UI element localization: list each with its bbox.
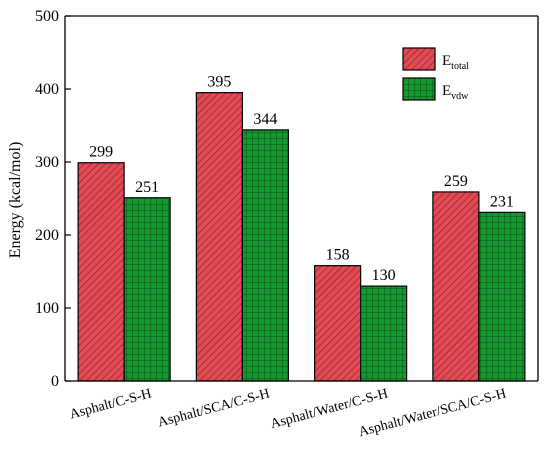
data-label: 158 — [326, 247, 350, 264]
y-tick-label: 300 — [35, 154, 59, 171]
y-tick-label: 400 — [35, 81, 59, 98]
bar-e-vdw — [241, 129, 289, 382]
bar-e-vdw — [360, 285, 408, 382]
bar-e-vdw — [123, 197, 171, 382]
y-tick-label: 200 — [35, 227, 59, 244]
bar-e-vdw — [478, 211, 526, 382]
legend-swatch — [402, 77, 436, 101]
data-label: 231 — [490, 193, 514, 210]
legend-label: Evdw — [442, 83, 469, 102]
bar-e-total — [77, 162, 125, 382]
legend-swatch — [402, 47, 436, 71]
y-tick-label: 500 — [35, 8, 59, 25]
data-label: 344 — [253, 111, 277, 128]
x-tick-label: Asphalt/SCA/C-S-H — [156, 386, 271, 430]
legend: Etotal Evdw — [402, 47, 469, 102]
y-axis-title: Energy (kcal/mol) — [7, 142, 24, 259]
y-tick-label: 0 — [51, 373, 59, 390]
data-label: 251 — [135, 179, 159, 196]
bar-e-total — [432, 191, 480, 382]
legend-label: Etotal — [442, 53, 469, 72]
data-label: 130 — [372, 267, 396, 284]
y-tick-label: 100 — [35, 300, 59, 317]
plot-area: 0 100 200 300 400 500 299 251 Asphalt/C-S-H 395 34… — [35, 8, 539, 440]
data-label: 395 — [207, 74, 231, 91]
bar-e-total — [314, 265, 362, 382]
bar-e-total — [195, 92, 243, 382]
data-label: 259 — [444, 173, 468, 190]
data-label: 299 — [89, 144, 113, 161]
x-tick-label: Asphalt/C-S-H — [68, 386, 153, 422]
